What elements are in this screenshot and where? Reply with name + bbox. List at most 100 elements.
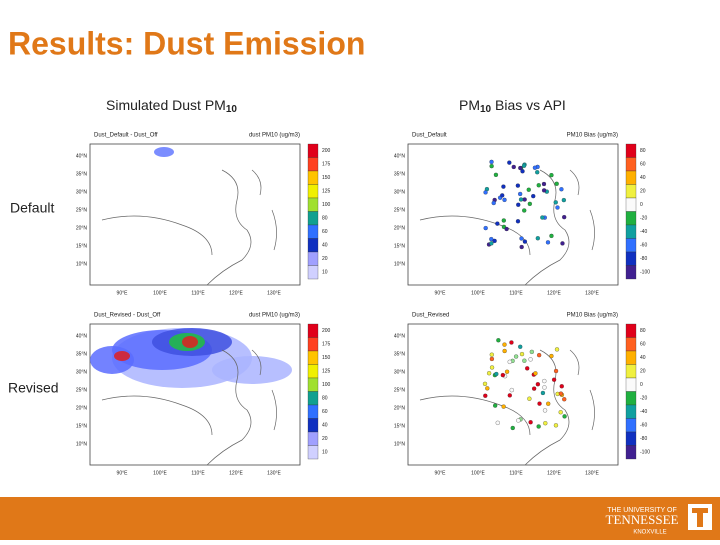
station [549,173,554,178]
colorbar-label: -20 [640,216,647,222]
station [491,200,496,206]
panel-unit: PM10 Bias (ug/m3) [567,133,618,139]
colorbar-cell [625,170,637,185]
station [542,408,548,413]
colorbar-cell [307,445,319,460]
colorbar-cell [625,350,637,365]
station [532,165,538,170]
colorbar-label: 80 [640,328,646,334]
colorbar-label: 175 [322,162,331,168]
colorbar-cell [625,238,637,253]
station [489,352,494,357]
station [483,225,488,231]
lat-label: 25°N [394,387,406,393]
colorbar-cell [625,431,637,446]
station [489,241,494,246]
station [562,414,567,419]
station [554,347,560,352]
station [549,233,554,239]
station [502,342,507,347]
lon-label: 130°E [267,290,281,296]
lon-label: 100°E [471,470,485,476]
station [485,386,490,391]
station [549,353,554,359]
station [496,338,501,343]
colorbar-cell [625,364,637,379]
station [500,193,505,198]
colorbar-label: 20 [322,256,328,262]
station [522,239,528,244]
station [493,403,498,408]
lat-label: 40°N [394,333,406,339]
colorbar-label: 100 [322,202,331,208]
colorbar-cell [625,377,637,392]
colorbar-label: -80 [640,256,647,262]
colorbar-cell [307,391,319,406]
station [501,404,506,409]
colorbar-cell [307,211,319,226]
station [546,401,551,406]
lon-label: 130°E [585,290,599,296]
lat-label: 30°N [76,369,88,375]
lon-label: 90°E [435,290,447,296]
lat-label: 15°N [394,243,406,249]
station [536,424,541,429]
station [535,236,540,241]
lat-label: 30°N [394,369,406,375]
heading-sub: 10 [226,104,238,115]
lon-label: 100°E [153,470,167,476]
station [489,164,494,169]
colorbar-label: 80 [322,396,328,402]
station [541,181,547,187]
station [519,236,524,241]
colorbar-cell [625,323,637,338]
station [562,215,567,220]
station [553,368,559,374]
panel-unit: PM10 Bias (ug/m3) [567,313,618,319]
station [518,344,523,349]
colorbar-cell [307,265,319,280]
colorbar-cell [625,143,637,158]
station [500,372,506,378]
lon-label: 90°E [117,470,129,476]
station [489,356,495,362]
lon-label: 110°E [509,470,523,476]
station [495,221,500,226]
lat-label: 40°N [394,153,406,159]
colorbar-label: -100 [640,450,650,456]
lon-label: 120°E [229,290,243,296]
colorbar-cell [307,143,319,158]
lat-label: 20°N [394,225,406,231]
panel-title: Dust_Default - Dust_Off [94,133,158,139]
lat-label: 15°N [76,423,88,429]
lat-label: 10°N [76,441,88,447]
lon-label: 100°E [471,290,485,296]
station [528,357,533,362]
colorbar-label: 200 [322,148,331,154]
footer-text: KNOXVILLE [633,530,666,536]
colorbar-label: 80 [640,148,646,154]
colorbar-label: 125 [322,189,331,195]
colorbar-cell [307,431,319,446]
station [502,348,507,354]
dust-plume [154,147,174,157]
lat-label: 40°N [76,153,88,159]
colorbar-label: -40 [640,409,647,415]
slide-title: Results: Dust Emission [8,25,365,61]
coastline [101,169,277,286]
colorbar-label: 60 [322,409,328,415]
station [542,385,547,390]
station [525,366,530,371]
panel-title: Dust_Revised [412,313,449,319]
station [537,401,542,406]
station [560,241,565,246]
colorbar-cell [307,157,319,172]
colorbar-label: -60 [640,243,647,249]
station [529,349,534,355]
colorbar-label: 60 [322,229,328,235]
colorbar-label: 20 [640,189,646,195]
station [489,236,494,242]
colorbar-cell [307,224,319,239]
heading-text: Simulated Dust PM [106,97,226,113]
